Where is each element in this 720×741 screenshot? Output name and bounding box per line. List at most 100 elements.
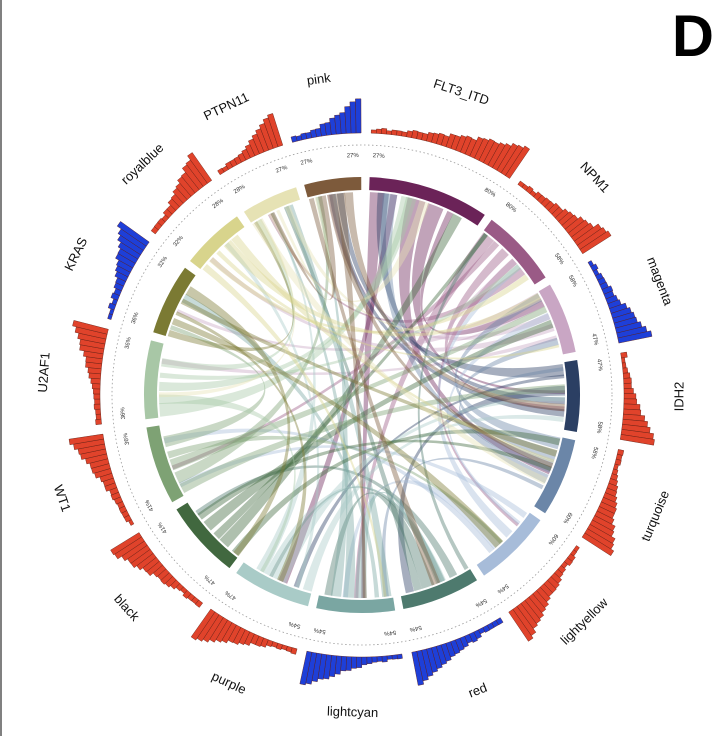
sector-track-ptpn11 (243, 187, 301, 223)
ribbon-magenta-kras (176, 292, 542, 352)
ribbon-flt3-itd-purple (278, 194, 398, 584)
sector-label-purple: purple (210, 668, 249, 697)
sector-track-turquoise (534, 437, 576, 514)
sector-label-ptpn11: PTPN11 (201, 89, 251, 123)
histogram-bar (508, 608, 534, 642)
histogram-bar (93, 393, 101, 400)
histogram-bar (95, 413, 102, 420)
histogram-bar (622, 372, 631, 379)
percent-marker-end: 36% (123, 432, 131, 446)
histogram-bar (110, 532, 142, 556)
histogram-bar (187, 152, 213, 184)
ribbon-purple-red (264, 485, 446, 582)
sector-track-magenta (538, 284, 576, 355)
histogram-bar (623, 388, 634, 394)
histogram-bar (356, 656, 362, 668)
ribbon-lightcyan-ptpn11 (270, 212, 356, 598)
ribbon-ptpn11-flt3-itd (268, 200, 430, 303)
ribbon-lightcyan-red (355, 491, 445, 598)
percent-marker-start: 58% (567, 275, 578, 289)
sector-label-royalblue: royalblue (118, 140, 167, 187)
histogram-bar (68, 433, 104, 446)
histogram-bar (621, 357, 626, 364)
ribbon-turquoise-magenta (458, 337, 559, 462)
ribbon-npm1-ptpn11 (267, 213, 526, 323)
ribbon-npm1-lightyellow (438, 258, 520, 527)
sector-track-lightyellow (476, 512, 541, 576)
ribbon-u2af1-flt3-itd (159, 195, 413, 417)
histogram-bar (623, 398, 637, 405)
ribbon-pink-lightcyan (335, 192, 367, 598)
sector-track-wt1 (146, 425, 184, 503)
ribbon-wt1-magenta (169, 306, 548, 471)
tracks-layer (143, 177, 580, 613)
ribbon-npm1-idh2 (444, 248, 565, 412)
ribbon-flt3-itd-lightcyan (361, 192, 385, 599)
ribbon-red-purple (269, 486, 446, 584)
histogram-bar (349, 101, 357, 134)
histogram-bar (620, 351, 628, 359)
percent-marker-start: 28% (233, 184, 247, 196)
percent-marker-end: 80% (483, 187, 497, 199)
percent-marker-start: 32% (173, 235, 186, 249)
sector-label-lightyellow: lightyellow (557, 594, 611, 647)
percent-marker-end: 27% (275, 165, 289, 175)
sector-track-idh2 (564, 360, 580, 433)
sector-label-red: red (466, 680, 489, 701)
percent-marker-start: 54% (474, 597, 488, 609)
histogram-bar (91, 383, 101, 390)
percent-marker-end: 60% (561, 511, 573, 525)
sector-label-wt1: WT1 (51, 483, 74, 514)
sector-track-npm1 (483, 219, 546, 285)
sector-track-royalblue (190, 216, 245, 270)
histogram-bar (623, 377, 632, 384)
sector-label-lightcyan: lightcyan (327, 704, 379, 721)
percent-marker-start: 27% (372, 153, 385, 160)
ribbon-black-turquoise (231, 429, 561, 556)
histogram-bar (95, 418, 102, 425)
sector-track-black (176, 502, 238, 569)
sector-track-lightcyan (316, 595, 396, 613)
histogram-bar (401, 131, 408, 138)
percent-marker-start: 54% (383, 629, 396, 636)
histogram-bar (396, 653, 403, 660)
ribbon-lightyellow-wt1 (163, 428, 495, 554)
sector-track-u2af1 (143, 340, 164, 420)
sector-track-purple (236, 562, 312, 607)
percent-marker-end: 27% (347, 153, 360, 159)
percent-marker-end: 54% (495, 582, 509, 594)
sector-label-u2af1: U2AF1 (35, 352, 53, 393)
ribbons-layer (158, 192, 565, 599)
histogram-bar (370, 129, 377, 134)
ribbon-idh2-flt3-itd (376, 192, 565, 405)
histogram-bar (351, 656, 357, 669)
histogram-bar (371, 656, 378, 663)
ribbon-pink-red (308, 197, 441, 586)
histogram-bar (505, 145, 530, 179)
histogram-bar (621, 362, 627, 369)
histogram-bar (623, 393, 637, 400)
ribbon-purple-ptpn11 (256, 212, 316, 574)
ribbon-lightcyan-ptpn11 (285, 204, 392, 597)
percent-marker-start: 27% (300, 158, 314, 167)
histogram-bar (617, 330, 653, 344)
sector-track-kras (153, 267, 196, 337)
histogram-bars-layer: 27%80%80%58%58%47%47%58%58%60%60%54%54%5… (68, 98, 655, 686)
percent-marker-start: 47% (203, 573, 217, 586)
ribbon-black-flt3-itd (219, 213, 462, 548)
percent-marker-end: 28% (212, 198, 226, 210)
histogram-bar (93, 403, 101, 410)
ribbon-royalblue-magenta (216, 250, 560, 360)
sector-label-pink: pink (306, 70, 332, 88)
sector-label-turquoise: turquoise (638, 488, 672, 543)
histogram-bar (299, 650, 313, 686)
percent-marker-start: 36% (131, 311, 141, 325)
ribbon-kras-turquoise (180, 298, 558, 457)
ribbon-flt3-itd-idh2 (411, 203, 565, 394)
ribbon-turquoise-idh2 (459, 367, 564, 473)
histogram-bar (386, 130, 393, 135)
sector-track-red (400, 569, 478, 610)
reference-circle (111, 144, 613, 646)
ribbon-magenta-pink (327, 194, 551, 341)
